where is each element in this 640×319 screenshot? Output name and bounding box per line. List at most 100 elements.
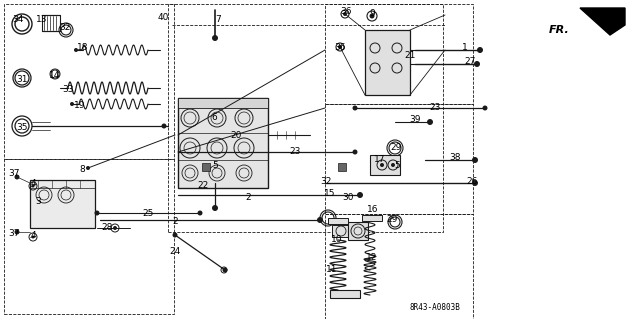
Text: 12: 12 [366, 253, 378, 262]
Bar [202, 163, 210, 171]
Bar [325, 214, 473, 319]
Bar [348, 222, 368, 240]
Text: 8R43-A0803B: 8R43-A0803B [410, 303, 461, 312]
Circle shape [212, 35, 218, 41]
Text: 8: 8 [79, 166, 85, 174]
Bar [4, 159, 174, 314]
Text: 13: 13 [36, 16, 48, 25]
Text: 24: 24 [170, 248, 180, 256]
Bar [362, 215, 382, 221]
Circle shape [427, 119, 433, 125]
Text: 32: 32 [320, 177, 332, 187]
Text: 29: 29 [387, 216, 397, 225]
Bar [30, 180, 95, 228]
Text: 26: 26 [467, 177, 477, 187]
Text: 36: 36 [334, 42, 346, 51]
Circle shape [70, 102, 74, 106]
Circle shape [161, 123, 166, 129]
Circle shape [113, 226, 117, 230]
Text: 29: 29 [390, 143, 402, 152]
Polygon shape [580, 8, 625, 35]
Text: 37: 37 [8, 228, 20, 238]
Text: 25: 25 [142, 209, 154, 218]
Text: 17: 17 [374, 155, 386, 165]
Bar [370, 155, 400, 175]
Bar [42, 15, 60, 31]
Text: 4: 4 [30, 231, 36, 240]
Bar [178, 98, 268, 108]
Circle shape [369, 13, 374, 19]
Text: 33: 33 [62, 85, 74, 94]
Text: 16: 16 [367, 205, 379, 214]
Text: 4: 4 [30, 179, 36, 188]
Circle shape [391, 163, 395, 167]
Circle shape [472, 157, 478, 163]
Text: 20: 20 [230, 130, 242, 139]
Text: 2: 2 [245, 194, 251, 203]
Text: 5: 5 [394, 160, 400, 169]
Circle shape [380, 163, 384, 167]
Circle shape [86, 166, 90, 170]
Text: 31: 31 [16, 76, 28, 85]
Circle shape [477, 47, 483, 53]
Text: FR.: FR. [549, 25, 570, 35]
Circle shape [212, 205, 218, 211]
Text: 1: 1 [462, 42, 468, 51]
Bar [168, 4, 443, 232]
Text: 21: 21 [404, 50, 416, 60]
Text: 27: 27 [464, 57, 476, 66]
Text: 34: 34 [12, 16, 24, 25]
Text: 28: 28 [101, 224, 113, 233]
Text: 11: 11 [326, 265, 338, 275]
Text: 32: 32 [60, 23, 70, 32]
Text: 6: 6 [211, 114, 217, 122]
Circle shape [15, 174, 19, 180]
Bar [213, 112, 222, 123]
Text: 18: 18 [77, 42, 89, 51]
Text: 9: 9 [369, 10, 375, 19]
Circle shape [317, 217, 323, 223]
Bar [365, 30, 410, 95]
Circle shape [223, 268, 227, 272]
Text: 7: 7 [215, 16, 221, 25]
Circle shape [357, 192, 363, 198]
Circle shape [483, 106, 488, 110]
Bar [325, 4, 473, 104]
Circle shape [338, 45, 342, 49]
Bar [325, 104, 473, 214]
Text: 3: 3 [35, 197, 41, 206]
Text: 23: 23 [429, 102, 441, 112]
Text: 35: 35 [16, 122, 28, 131]
Circle shape [15, 229, 19, 234]
Circle shape [353, 106, 358, 110]
Text: 37: 37 [8, 169, 20, 179]
Text: 14: 14 [49, 70, 61, 79]
Circle shape [474, 61, 480, 67]
Circle shape [31, 184, 35, 188]
Text: 15: 15 [324, 189, 336, 197]
Text: 2: 2 [172, 218, 178, 226]
Bar [330, 290, 360, 298]
Circle shape [74, 48, 78, 52]
Circle shape [472, 180, 478, 186]
Text: 40: 40 [157, 13, 169, 23]
Bar [338, 163, 346, 171]
Circle shape [31, 235, 35, 239]
Bar [178, 98, 268, 188]
Bar [332, 225, 350, 237]
Text: 5: 5 [212, 160, 218, 169]
Circle shape [173, 233, 177, 238]
Circle shape [198, 211, 202, 216]
Text: 23: 23 [289, 147, 301, 157]
Text: 22: 22 [197, 181, 209, 189]
Text: 36: 36 [340, 8, 352, 17]
Text: 39: 39 [409, 115, 420, 124]
Text: 10: 10 [332, 235, 343, 244]
Bar [4, 4, 174, 159]
Bar [328, 218, 348, 224]
Circle shape [353, 150, 358, 154]
Text: 19: 19 [74, 100, 86, 109]
Circle shape [95, 211, 99, 216]
Text: 38: 38 [449, 152, 461, 161]
Text: 30: 30 [342, 192, 354, 202]
